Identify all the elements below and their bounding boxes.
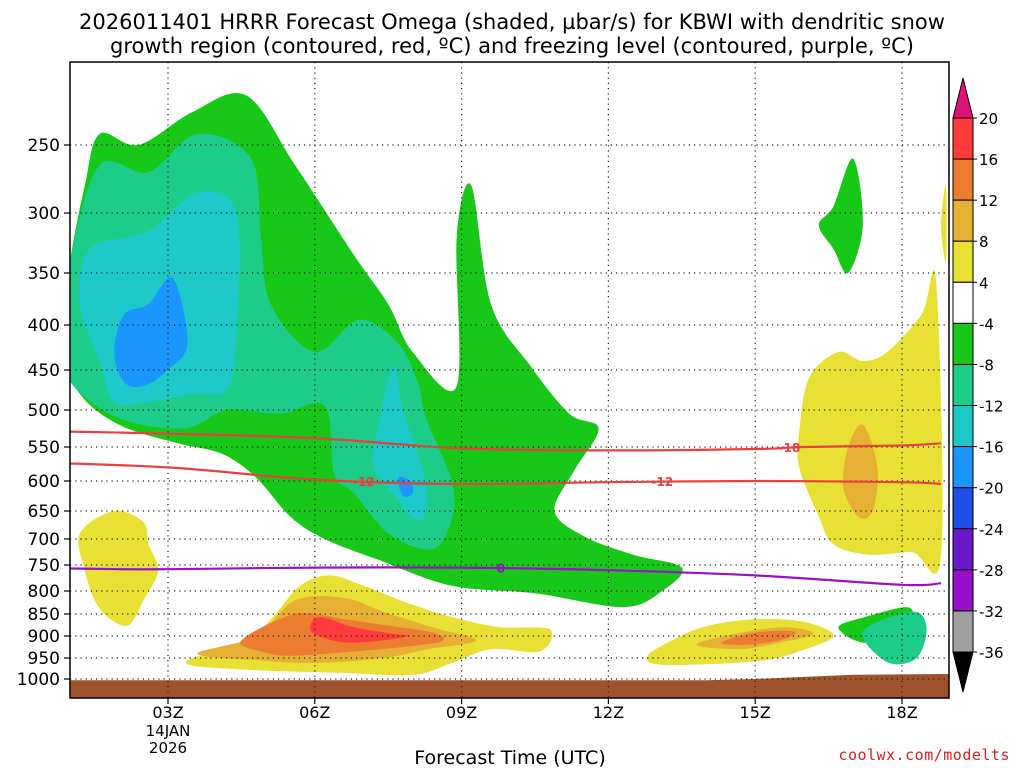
y-tick-label-800: 800: [28, 582, 60, 602]
colorbar-label--12: -12: [979, 398, 1004, 416]
contour-line-0: [70, 566, 942, 587]
colorbar-bin-bottom: [952, 651, 974, 693]
plot-frame: [69, 61, 950, 699]
colorbar-label-4: 4: [979, 274, 989, 292]
colorbar-label--20: -20: [979, 480, 1004, 498]
x-axis-label: Forecast Time (UTC): [414, 747, 605, 768]
x-tick-label-06Z: 06Z: [299, 703, 330, 722]
x-tick-sublabel: 14JAN: [146, 722, 191, 740]
omega-region-12: [797, 269, 943, 574]
chart-title-line-1: 2026011401 HRRR Forecast Omega (shaded, …: [79, 10, 945, 34]
colorbar-label--36: -36: [979, 644, 1004, 662]
colorbar-bin--20: [952, 446, 974, 489]
y-tick-label-850: 850: [28, 605, 60, 625]
y-tick-label-700: 700: [28, 530, 60, 550]
y-tick-label-400: 400: [28, 316, 60, 336]
colorbar-bin--16: [952, 405, 974, 448]
y-tick-label-250: 250: [28, 136, 60, 156]
omega-region-13: [941, 185, 947, 262]
x-tick-label-12Z: 12Z: [593, 703, 624, 722]
colorbar-bin--32: [952, 569, 974, 612]
credit-text: coolwx.com/modelts: [838, 746, 1010, 764]
omega-region-16: [842, 424, 878, 519]
colorbar-bin--24: [952, 487, 974, 530]
omega-region-4: [114, 277, 188, 388]
y-tick-label-350: 350: [28, 264, 60, 284]
contour-label--12: -12: [651, 475, 673, 489]
colorbar-bin-16: [952, 117, 974, 160]
x-tick-sublabel: 2026: [149, 739, 187, 757]
y-tick-label-950: 950: [28, 649, 60, 669]
omega-region-19: [309, 617, 409, 643]
colorbar-bin-4: [952, 240, 974, 283]
x-tick-label-09Z: 09Z: [446, 703, 477, 722]
contour-label--18: -18: [779, 441, 801, 455]
colorbar-bin--8: [952, 322, 974, 365]
y-tick-label-600: 600: [28, 472, 60, 492]
colorbar-label-20: 20: [979, 110, 998, 128]
colorbar-label-16: 16: [979, 151, 998, 169]
omega-region-6: [818, 158, 863, 274]
y-tick-label-550: 550: [28, 438, 60, 458]
colorbar-bin-8: [952, 199, 974, 242]
y-tick-label-500: 500: [28, 401, 60, 421]
colorbar-label--8: -8: [979, 356, 994, 374]
y-tick-label-900: 900: [28, 627, 60, 647]
y-tick-label-300: 300: [28, 204, 60, 224]
colorbar-label--28: -28: [979, 562, 1004, 580]
colorbar-bin--4: [952, 281, 974, 324]
colorbar-bin--12: [952, 363, 974, 407]
chart-title-line-2: growth region (contoured, red, ºC) and f…: [110, 34, 914, 58]
omega-region-18: [720, 630, 796, 645]
omega-region-8: [862, 611, 927, 665]
colorbar-label--4: -4: [979, 315, 994, 333]
y-tick-label-450: 450: [28, 361, 60, 381]
contour-label-0: 0: [497, 562, 505, 576]
x-tick-label-15Z: 15Z: [740, 703, 771, 722]
colorbar-bin-top: [952, 77, 974, 119]
x-tick-label-18Z: 18Z: [886, 703, 917, 722]
contour-line--18: [70, 430, 942, 452]
y-tick-label-1000: 1000: [17, 670, 60, 690]
contour-label--12: -12: [353, 475, 375, 489]
colorbar-label-8: 8: [979, 233, 989, 251]
x-tick-label-03Z: 03Z: [152, 703, 183, 722]
colorbar-label--24: -24: [979, 521, 1004, 539]
colorbar-bin--28: [952, 528, 974, 571]
colorbar-label--16: -16: [979, 439, 1004, 457]
y-tick-label-750: 750: [28, 556, 60, 576]
omega-region-5: [397, 476, 414, 497]
contour-line--12: [70, 462, 942, 486]
colorbar-bin-12: [952, 158, 974, 201]
y-tick-label-650: 650: [28, 502, 60, 522]
colorbar-label-12: 12: [979, 192, 998, 210]
colorbar-bin--36: [952, 610, 974, 653]
ground-surface: [70, 674, 949, 698]
colorbar-label--32: -32: [979, 603, 1004, 621]
